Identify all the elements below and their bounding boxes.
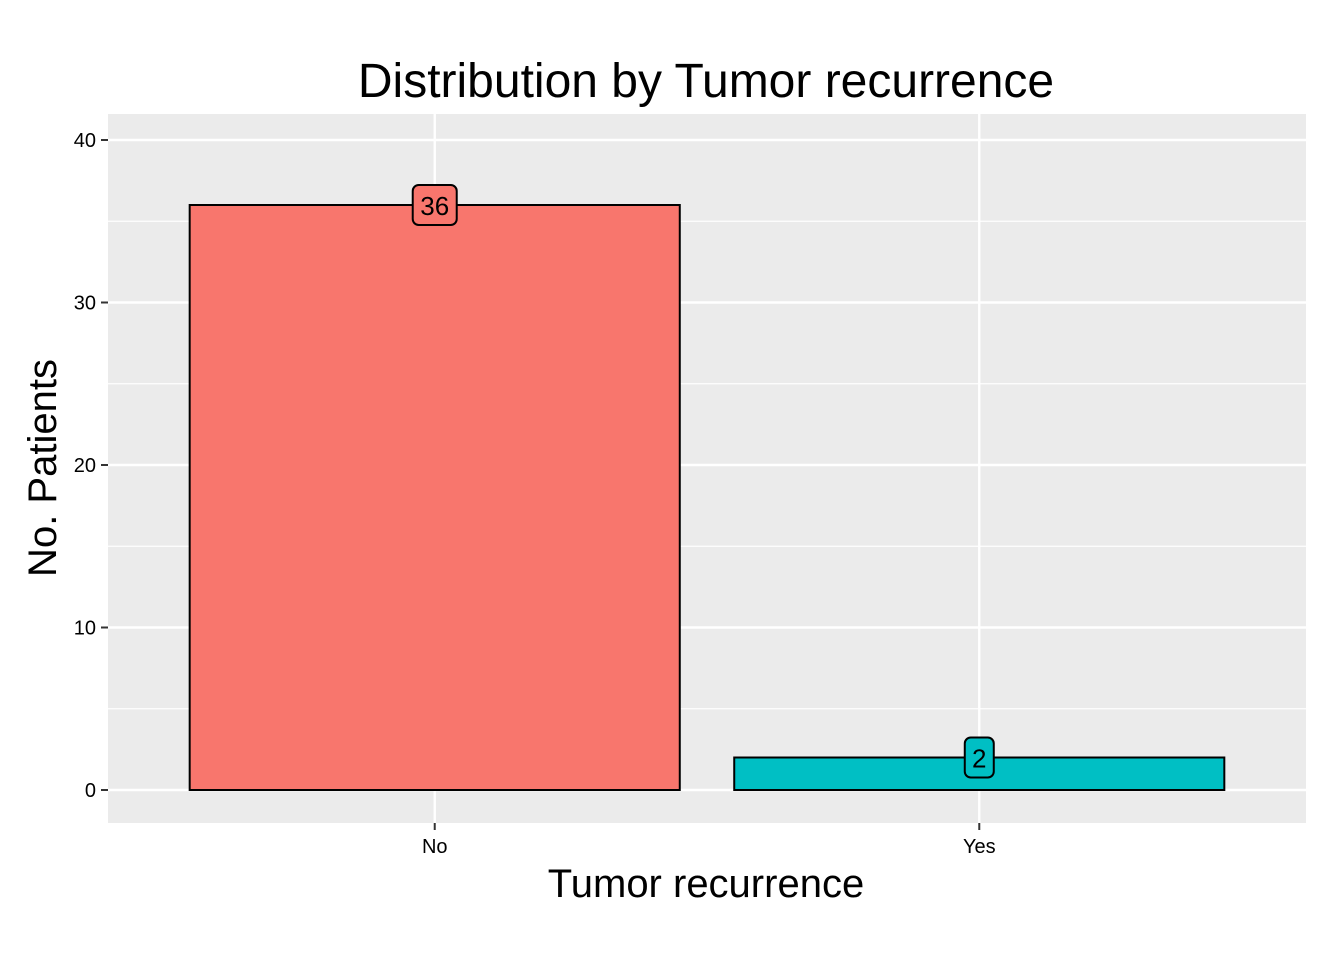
data-label: 36	[420, 191, 449, 221]
y-tick-label: 20	[74, 455, 96, 477]
data-label-box	[411, 184, 458, 226]
bar-no	[188, 204, 681, 791]
data-label-box	[963, 736, 995, 779]
y-tick-label: 30	[74, 293, 96, 315]
y-tick-label: 10	[74, 618, 96, 640]
x-tick-label: No	[422, 836, 448, 858]
x-axis-title: Tumor recurrence	[548, 862, 864, 906]
chart-title: Distribution by Tumor recurrence	[358, 55, 1054, 108]
bars	[188, 204, 1226, 791]
y-axis-title: No. Patients	[21, 359, 65, 577]
data-labels: 36 2	[411, 184, 995, 779]
y-axis: 0 10 20 30 40	[74, 130, 108, 802]
data-label: 2	[972, 744, 986, 774]
x-tick-label: Yes	[963, 836, 996, 858]
y-tick-label: 40	[74, 130, 96, 152]
x-axis: No Yes	[422, 823, 996, 858]
y-tick-label: 0	[85, 780, 96, 802]
